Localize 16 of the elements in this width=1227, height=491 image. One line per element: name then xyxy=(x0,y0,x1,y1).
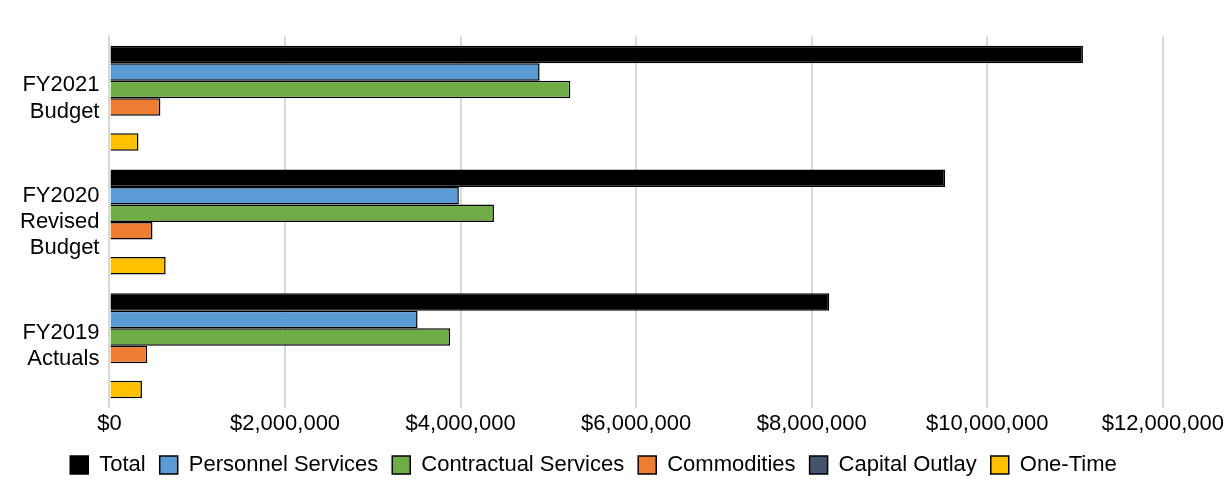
y-tick-label: FY2021 Budget xyxy=(22,71,100,123)
legend-label: Contractual Services xyxy=(421,451,625,477)
x-tick-label: $2,000,000 xyxy=(229,409,341,435)
legend-label: Commodities xyxy=(667,451,796,477)
legend-label: Total xyxy=(99,451,146,477)
x-tick-label: $12,000,000 xyxy=(1101,409,1224,435)
y-tick-label: FY2020 Revised Budget xyxy=(20,181,100,260)
legend-label: One-Time xyxy=(1019,451,1117,477)
legend-label: Personnel Services xyxy=(188,451,379,477)
legend-label: Capital Outlay xyxy=(838,451,977,477)
x-tick-label: $8,000,000 xyxy=(756,409,867,435)
x-tick-label: $10,000,000 xyxy=(926,409,1049,435)
x-tick-label: $6,000,000 xyxy=(581,409,692,435)
x-tick-label: $0 xyxy=(97,409,122,435)
y-tick-label: FY2019 Actuals xyxy=(22,318,100,370)
x-tick-label: $4,000,000 xyxy=(405,409,516,435)
